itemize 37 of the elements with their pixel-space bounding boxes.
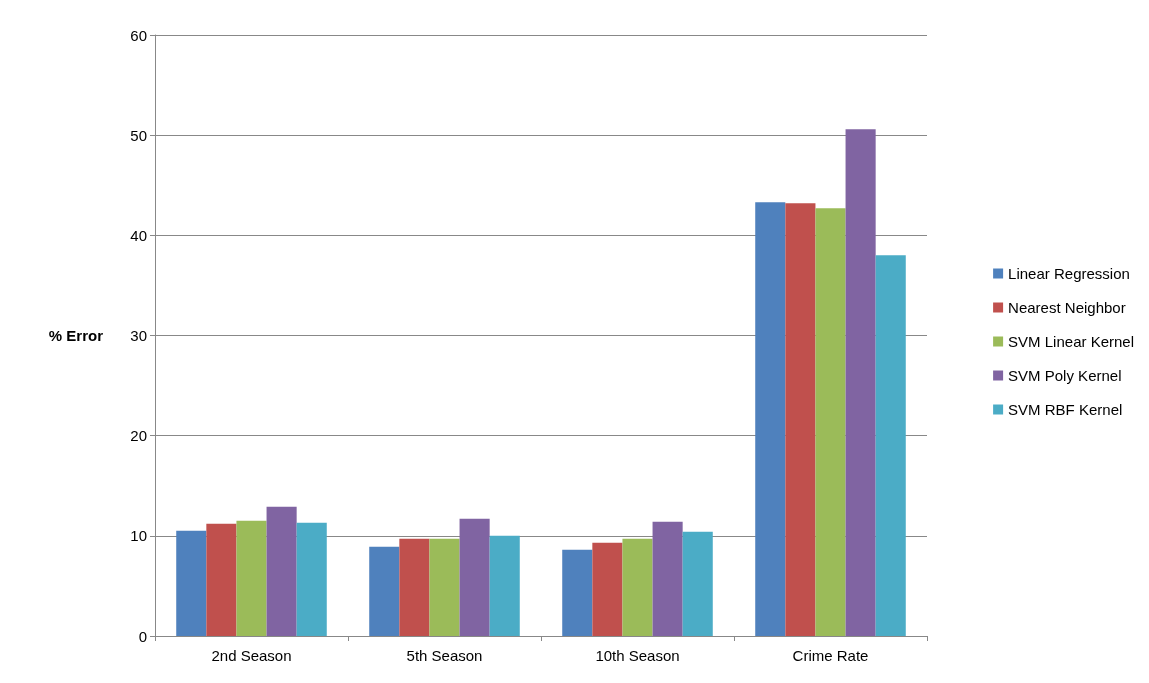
legend-label: Linear Regression [1008, 265, 1130, 282]
x-tick-label: 2nd Season [211, 647, 292, 664]
x-tick-label: Crime Rate [792, 647, 869, 664]
x-tick-label: 10th Season [595, 647, 680, 664]
bar [652, 521, 683, 636]
bar [815, 208, 846, 636]
bar [785, 203, 816, 636]
legend-label: SVM Poly Kernel [1008, 367, 1122, 384]
bar [429, 538, 460, 636]
bar [266, 506, 297, 636]
x-tick-label: 5th Season [406, 647, 483, 664]
bar [755, 202, 786, 636]
bar [875, 255, 906, 636]
bar [369, 546, 400, 636]
bar [489, 535, 520, 636]
y-tick-label: 50 [130, 126, 147, 144]
y-tick-label: 0 [138, 627, 147, 645]
bar [206, 523, 237, 636]
bar [622, 538, 653, 636]
bar [236, 520, 267, 636]
y-tick-label: 30 [130, 327, 147, 344]
y-tick-label: 40 [130, 226, 147, 244]
bar [459, 518, 490, 636]
y-tick-label: 20 [130, 427, 147, 445]
bar [176, 530, 207, 636]
bar [845, 129, 876, 636]
y-tick-label: 60 [130, 26, 147, 44]
y-tick-label: 10 [130, 527, 147, 545]
bar [399, 538, 430, 636]
bar [682, 531, 713, 636]
bar [296, 522, 327, 636]
y-axis-title: % Error [48, 327, 104, 344]
legend-label: SVM Linear Kernel [1008, 333, 1135, 350]
legend-label: SVM RBF Kernel [1008, 401, 1123, 418]
bar [562, 549, 593, 636]
bar [592, 542, 623, 636]
legend-label: Nearest Neighbor [1008, 299, 1126, 316]
